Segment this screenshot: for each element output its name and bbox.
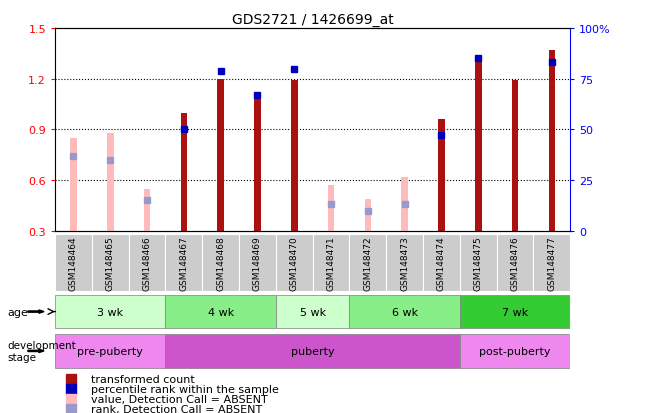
- Bar: [55, 295, 165, 329]
- Bar: [328, 186, 334, 231]
- Bar: [401, 177, 408, 231]
- Bar: [349, 295, 460, 329]
- Text: GSM148472: GSM148472: [364, 235, 373, 290]
- Bar: [254, 96, 260, 231]
- Bar: [144, 189, 150, 231]
- Bar: [276, 295, 349, 329]
- Bar: [365, 199, 371, 231]
- Text: GSM148476: GSM148476: [511, 235, 520, 290]
- Bar: [460, 234, 496, 291]
- Bar: [475, 59, 481, 231]
- Bar: [548, 51, 555, 231]
- Bar: [438, 120, 445, 231]
- Bar: [55, 234, 92, 291]
- Text: rank, Detection Call = ABSENT: rank, Detection Call = ABSENT: [91, 404, 262, 413]
- Bar: [460, 335, 570, 368]
- Bar: [276, 234, 312, 291]
- Bar: [181, 113, 187, 231]
- Text: GSM148471: GSM148471: [327, 235, 336, 290]
- Bar: [107, 133, 113, 231]
- Bar: [423, 234, 460, 291]
- Bar: [349, 234, 386, 291]
- Text: value, Detection Call = ABSENT: value, Detection Call = ABSENT: [91, 394, 268, 404]
- Text: post-puberty: post-puberty: [480, 346, 551, 356]
- Bar: [129, 234, 165, 291]
- Text: 4 wk: 4 wk: [207, 307, 234, 317]
- Text: GSM148470: GSM148470: [290, 235, 299, 290]
- Text: puberty: puberty: [291, 346, 334, 356]
- Bar: [512, 81, 518, 231]
- Bar: [55, 335, 165, 368]
- Text: GSM148466: GSM148466: [143, 235, 152, 290]
- Text: transformed count: transformed count: [91, 374, 195, 384]
- Text: GSM148475: GSM148475: [474, 235, 483, 290]
- Text: GSM148474: GSM148474: [437, 235, 446, 290]
- Bar: [496, 234, 533, 291]
- Text: 6 wk: 6 wk: [391, 307, 418, 317]
- Text: GSM148465: GSM148465: [106, 235, 115, 290]
- Bar: [202, 234, 239, 291]
- Bar: [312, 234, 349, 291]
- Bar: [217, 79, 224, 231]
- Text: GSM148477: GSM148477: [548, 235, 557, 290]
- Text: 7 wk: 7 wk: [502, 307, 528, 317]
- Text: development
stage: development stage: [8, 340, 76, 362]
- Bar: [386, 234, 423, 291]
- Text: pre-puberty: pre-puberty: [77, 346, 143, 356]
- Bar: [460, 295, 570, 329]
- Text: GSM148469: GSM148469: [253, 235, 262, 290]
- Text: 3 wk: 3 wk: [97, 307, 123, 317]
- Bar: [165, 234, 202, 291]
- Bar: [165, 295, 276, 329]
- Bar: [291, 81, 297, 231]
- Bar: [92, 234, 129, 291]
- Text: GSM148473: GSM148473: [400, 235, 409, 290]
- Bar: [239, 234, 276, 291]
- Text: percentile rank within the sample: percentile rank within the sample: [91, 384, 279, 394]
- Bar: [533, 234, 570, 291]
- Title: GDS2721 / 1426699_at: GDS2721 / 1426699_at: [232, 12, 393, 26]
- Text: GSM148467: GSM148467: [179, 235, 189, 290]
- Text: age: age: [8, 307, 29, 317]
- Text: 5 wk: 5 wk: [299, 307, 326, 317]
- Text: GSM148468: GSM148468: [216, 235, 225, 290]
- Bar: [70, 138, 77, 231]
- Bar: [165, 335, 460, 368]
- Text: GSM148464: GSM148464: [69, 235, 78, 290]
